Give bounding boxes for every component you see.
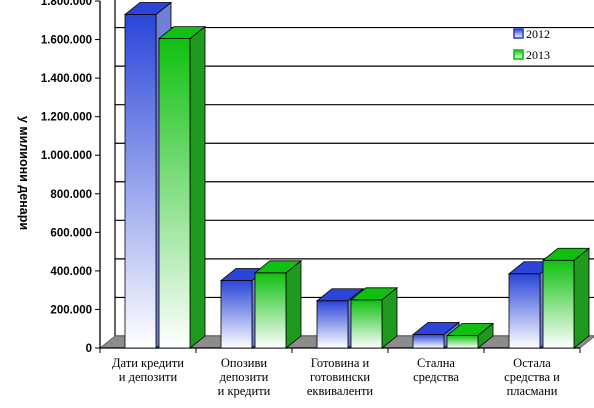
bar-2013-2 (350, 299, 383, 349)
bar-2012-3 (412, 334, 445, 349)
x-category-label: еквиваленти (307, 384, 374, 398)
x-category-label: готовински (310, 370, 370, 384)
y-tick-label: 1.200.000 (41, 112, 92, 124)
legend-label-2013: 2013 (526, 48, 550, 62)
x-category-label: Стална (417, 356, 455, 370)
y-tick-label: 200.000 (50, 304, 92, 316)
x-category-label: и депозити (119, 370, 178, 384)
bar-2013-3-top (445, 323, 495, 336)
y-tick-label: 1.800.000 (41, 0, 92, 8)
bar-2013-3 (446, 335, 479, 349)
bar-2012-0 (124, 14, 157, 349)
y-tick-label: 800.000 (50, 189, 92, 201)
x-category-label: и кредити (218, 384, 271, 398)
x-category-label: средства (413, 370, 459, 384)
legend: 2012 2013 (513, 27, 550, 62)
y-tick-label: 0 (86, 343, 92, 355)
x-category-label: депозити (220, 370, 269, 384)
y-tick-label: 600.000 (50, 227, 92, 239)
legend-swatch-2012 (513, 28, 524, 39)
bar-2013-0-side (189, 25, 206, 349)
bar-2012-2-top (315, 288, 365, 302)
bar-2012-4 (508, 273, 541, 349)
bar-2013-4-top (541, 247, 591, 261)
bar-2012-3-top (411, 322, 461, 335)
x-category-label: Готовина и (311, 356, 370, 370)
legend-swatch-2013 (513, 49, 524, 60)
bar-2012-0-top (123, 2, 173, 15)
x-category-label: Опозиви (221, 356, 267, 370)
y-axis-label: у милиони денари (17, 116, 31, 230)
x-category-label: Дати кредити (112, 356, 184, 370)
bar-2012-2 (316, 300, 349, 349)
bar-2013-1-top (253, 260, 303, 274)
bar-2012-1 (220, 280, 253, 349)
y-tick-label: 1.600.000 (41, 35, 92, 47)
x-category-label: Остала (513, 356, 551, 370)
legend-label-2012: 2012 (526, 27, 550, 41)
bar-2013-4 (542, 259, 575, 349)
bar-2013-0 (158, 38, 191, 349)
bar-2013-1-side (285, 259, 302, 349)
bar-2013-4-side (573, 247, 590, 349)
bar-2013-0-top (157, 26, 207, 39)
y-tick-label: 1.400.000 (41, 73, 92, 85)
x-category-label: средства и (504, 370, 560, 384)
x-category-label: пласмани (507, 384, 558, 398)
y-tick-label: 400.000 (50, 266, 92, 278)
y-tick-label: 1.000.000 (41, 150, 92, 162)
bar-2013-2-top (349, 287, 399, 301)
bar-2013-1 (254, 272, 287, 349)
